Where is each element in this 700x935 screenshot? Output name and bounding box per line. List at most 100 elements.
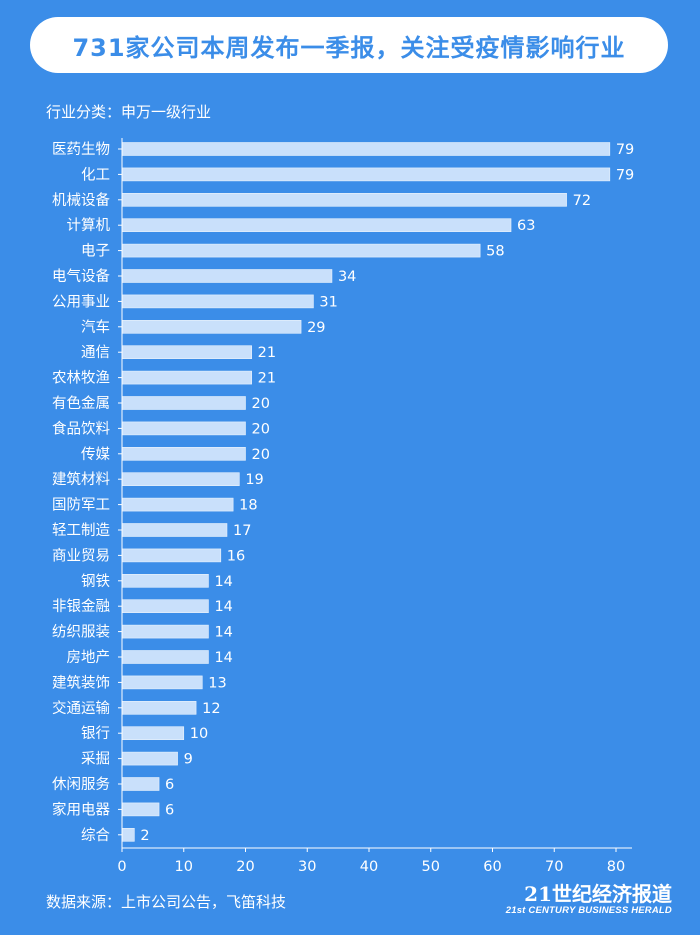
category-label: 综合 [81,827,110,844]
bar [121,294,314,309]
category-label: 建筑装饰 [52,674,110,691]
bar [121,827,135,842]
category-label: 休闲服务 [52,776,110,793]
bar [121,675,203,690]
value-label: 9 [184,752,193,768]
x-tick-label: 10 [175,859,193,875]
x-tick-label: 50 [422,859,440,875]
bar [121,243,481,258]
value-label: 21 [258,371,276,387]
value-label: 6 [165,777,174,793]
category-label: 电气设备 [52,268,110,285]
x-tick-label: 0 [117,859,126,875]
value-label: 29 [307,320,325,336]
bar [121,421,246,436]
value-label: 20 [252,447,270,463]
category-label: 化工 [81,166,110,183]
value-label: 31 [319,294,337,310]
category-label: 农林牧渔 [52,370,110,387]
category-label: 采掘 [81,751,110,768]
value-label: 58 [486,244,504,260]
bar [121,269,333,283]
bar [121,700,197,715]
x-tick-label: 80 [607,859,625,875]
bar [121,218,512,232]
bar [121,624,209,639]
category-label: 建筑材料 [52,471,110,488]
logo-sub-text: 21st CENTURY BUSINESS HERALD [505,905,672,916]
value-label: 72 [573,193,591,209]
value-label: 14 [214,650,232,666]
value-label: 18 [239,498,257,514]
bar [121,802,160,817]
category-label: 交通运输 [52,699,110,717]
category-label: 钢铁 [81,573,110,590]
bar [121,193,567,207]
value-label: 20 [252,396,270,412]
category-label: 医药生物 [52,141,110,158]
bar [121,650,209,664]
category-label: 国防军工 [52,497,110,514]
category-label: 传媒 [81,446,110,463]
value-label: 6 [165,802,174,818]
bar [121,777,160,791]
publisher-logo: 21世纪经济报道 21st CENTURY BUSINESS HERALD [502,883,672,916]
bar [121,142,611,156]
x-tick-label: 20 [236,859,254,875]
bar [121,167,611,182]
logo-main-text: 21世纪经济报道 [524,882,672,906]
value-label: 12 [202,701,220,717]
value-label: 14 [214,599,232,615]
bar [121,446,246,461]
category-label: 电子 [81,243,110,260]
bar [121,497,234,512]
bar [121,726,185,741]
category-label: 机械设备 [52,192,110,209]
category-label: 通信 [81,344,110,361]
title-banner: 731家公司本周发布一季报，关注受疫情影响行业 [30,17,668,73]
value-label: 2 [140,828,149,844]
bar [121,319,302,334]
category-label: 商业贸易 [52,547,110,564]
value-label: 34 [338,269,356,285]
chart-title: 731家公司本周发布一季报，关注受疫情影响行业 [72,33,626,62]
bar [121,370,252,385]
category-label: 计算机 [67,217,111,234]
x-tick-label: 60 [483,859,501,875]
bar [121,345,252,360]
bar [121,523,228,537]
value-label: 14 [214,574,232,590]
value-label: 21 [258,345,276,361]
bar [121,573,209,588]
category-label: 轻工制造 [52,522,110,539]
value-label: 16 [227,548,245,564]
value-label: 17 [233,523,251,539]
category-label: 房地产 [67,649,111,666]
x-tick-label: 70 [545,859,563,875]
bar [121,396,246,410]
category-label: 食品饮料 [52,420,110,437]
category-label: 公用事业 [52,293,110,310]
value-label: 14 [214,625,232,641]
bar [121,599,209,614]
category-label: 银行 [81,725,110,742]
chart-subtitle: 行业分类：申万一级行业 [46,103,212,121]
bar [121,751,178,766]
category-label: 汽车 [81,319,110,336]
x-tick-label: 40 [360,859,378,875]
data-source: 数据来源：上市公司公告，飞笛科技 [46,893,287,911]
value-label: 20 [252,421,270,437]
bar [121,548,222,563]
value-label: 79 [616,142,634,158]
value-label: 10 [190,726,208,742]
category-label: 家用电器 [52,801,110,818]
value-label: 19 [245,472,263,488]
value-label: 63 [517,218,535,234]
x-tick-label: 30 [298,859,316,875]
category-label: 有色金属 [52,395,110,412]
category-label: 非银金融 [52,598,110,615]
value-label: 79 [616,167,634,183]
category-label: 纺织服装 [52,624,110,641]
bar [121,472,240,487]
